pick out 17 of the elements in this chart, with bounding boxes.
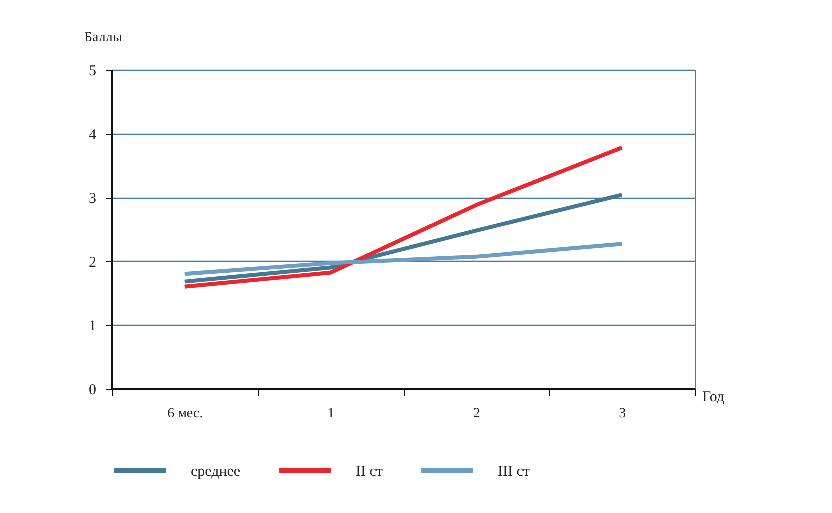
- line-series: [182, 242, 624, 276]
- x-tick-label: 6 мес.: [168, 406, 204, 422]
- x-axis-title: Год: [702, 390, 725, 406]
- x-tick-label: 3: [619, 406, 626, 422]
- line-series: [182, 146, 624, 289]
- y-tick-label: 5: [89, 64, 96, 80]
- y-tick-label: 0: [89, 382, 96, 398]
- y-tick-label: 1: [89, 318, 96, 335]
- legend-label: III ст: [498, 464, 530, 480]
- y-axis-title: Баллы: [84, 30, 123, 46]
- y-tick-label: 2: [89, 254, 96, 271]
- y-tick-label: 4: [89, 127, 97, 144]
- x-tick-label: 2: [473, 406, 480, 422]
- legend-label: среднее: [191, 464, 241, 480]
- y-tick-label: 3: [89, 191, 96, 208]
- x-tick-label: 1: [328, 406, 335, 422]
- legend-label: II ст: [356, 464, 384, 480]
